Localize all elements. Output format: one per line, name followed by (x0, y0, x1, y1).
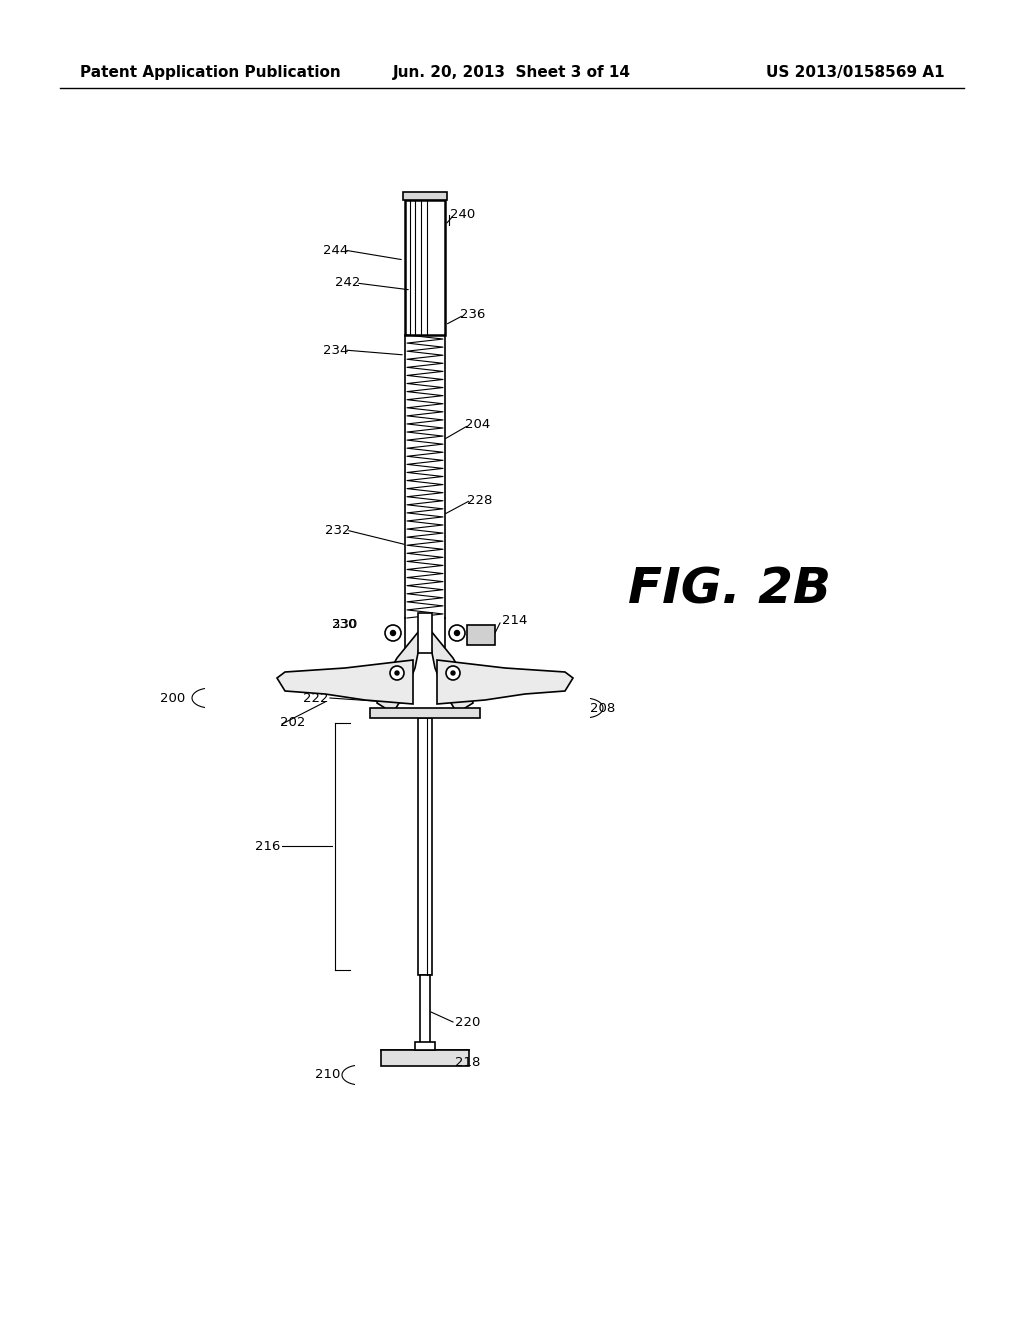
Bar (415, 1041, 435, 1049)
Circle shape (385, 624, 401, 642)
Circle shape (395, 671, 399, 675)
Text: 216: 216 (255, 840, 280, 853)
Text: 208: 208 (590, 701, 615, 714)
Polygon shape (437, 660, 573, 704)
Circle shape (390, 667, 404, 680)
Text: 244: 244 (323, 243, 348, 256)
Circle shape (449, 624, 465, 642)
Text: 230: 230 (332, 619, 357, 631)
Bar (370, 708, 480, 718)
Text: 242: 242 (335, 276, 360, 289)
Text: 232: 232 (325, 524, 350, 536)
Text: 214: 214 (502, 615, 527, 627)
Text: 220: 220 (455, 1015, 480, 1028)
Polygon shape (377, 612, 419, 713)
Text: 226: 226 (295, 672, 319, 685)
Circle shape (446, 667, 460, 680)
Text: Patent Application Publication: Patent Application Publication (80, 65, 341, 81)
Text: 202: 202 (280, 717, 305, 730)
Text: 204: 204 (465, 418, 490, 432)
Circle shape (455, 631, 460, 635)
Bar (403, 191, 447, 201)
Bar (418, 718, 432, 975)
Bar (418, 612, 432, 653)
Text: 210: 210 (314, 1068, 340, 1081)
Text: 218: 218 (455, 1056, 480, 1068)
Text: 330: 330 (332, 619, 357, 631)
Text: FIG. 2B: FIG. 2B (629, 566, 831, 614)
Polygon shape (431, 612, 473, 713)
Text: 240: 240 (450, 209, 475, 222)
Bar (467, 624, 495, 645)
Text: 222: 222 (302, 692, 328, 705)
Text: 224: 224 (463, 678, 488, 692)
Text: US 2013/0158569 A1: US 2013/0158569 A1 (766, 65, 945, 81)
Text: 200: 200 (160, 692, 185, 705)
Circle shape (390, 631, 395, 635)
Text: Jun. 20, 2013  Sheet 3 of 14: Jun. 20, 2013 Sheet 3 of 14 (393, 65, 631, 81)
Polygon shape (278, 660, 413, 704)
Text: 236: 236 (460, 309, 485, 322)
Text: 234: 234 (323, 343, 348, 356)
Circle shape (451, 671, 455, 675)
Text: 228: 228 (467, 494, 493, 507)
Bar (420, 975, 430, 1049)
Bar (381, 1049, 469, 1067)
Bar (406, 201, 445, 335)
